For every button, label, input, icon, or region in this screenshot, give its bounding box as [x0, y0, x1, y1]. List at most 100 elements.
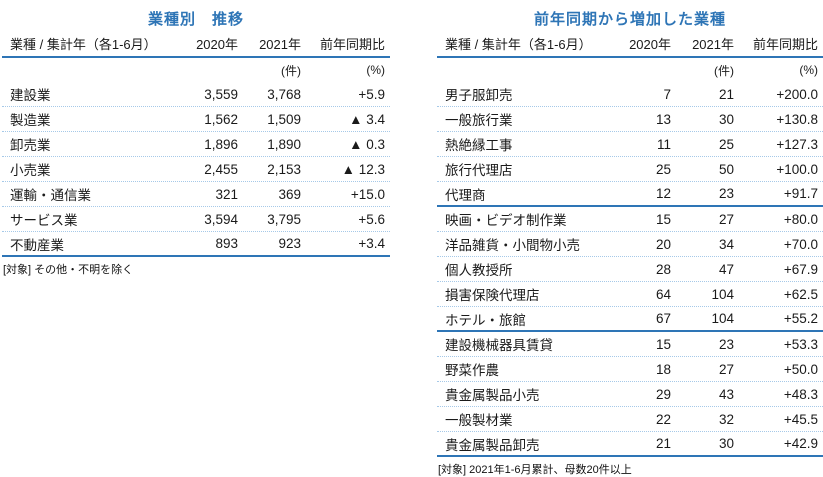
cell-2020: 321 — [215, 186, 238, 202]
cell-industry: 代理商 — [445, 187, 486, 203]
cell-2021: 923 — [278, 236, 301, 251]
cell-yoy: +130.8 — [776, 111, 818, 127]
cell-yoy: +5.6 — [358, 211, 385, 227]
header-industry-label: 業種 / 集計年（各1-6月） — [445, 36, 592, 52]
cell-industry: 洋品雑貨・小間物小売 — [445, 238, 580, 253]
cell-industry: 運輸・通信業 — [10, 188, 91, 203]
cell-2021: 3,795 — [267, 211, 301, 227]
cell-2020: 3,559 — [204, 86, 238, 102]
cell-industry: 熱絶縁工事 — [445, 138, 513, 153]
table-row: 野菜作農 18 27 +50.0 — [437, 357, 823, 382]
header-2021: 2021年 — [692, 36, 734, 52]
cell-2021: 104 — [711, 286, 734, 302]
cell-industry: 個人教授所 — [445, 263, 513, 278]
table-row: 男子服卸売 7 21 +200.0 — [437, 82, 823, 107]
table-footnote: [対象] その他・不明を除く — [3, 264, 134, 276]
table-row: 貴金属製品卸売 21 30 +42.9 — [437, 432, 823, 457]
cell-yoy: +91.7 — [783, 186, 818, 201]
cell-yoy: +50.0 — [783, 361, 818, 377]
cell-2020: 15 — [655, 336, 671, 352]
cell-2021: 50 — [718, 161, 734, 177]
cell-industry: 貴金属製品卸売 — [445, 437, 540, 453]
cell-yoy: +67.9 — [783, 261, 818, 277]
cell-yoy: ▲ 3.4 — [349, 111, 385, 127]
cell-2021: 369 — [278, 186, 301, 202]
cell-2020: 2,455 — [204, 161, 238, 177]
cell-2021: 2,153 — [267, 161, 301, 177]
cell-2020: 64 — [655, 286, 671, 302]
cell-industry: 一般旅行業 — [445, 113, 513, 128]
cell-yoy: +70.0 — [783, 236, 818, 252]
cell-2021: 23 — [718, 186, 734, 201]
cell-yoy: +62.5 — [783, 286, 818, 302]
table-row: 建設業 3,559 3,768 +5.9 — [2, 82, 390, 107]
table-title: 業種別 推移 — [147, 11, 244, 28]
cell-2020: 20 — [655, 236, 671, 252]
cell-2020: 28 — [655, 261, 671, 277]
table-units-row: (件) (%) — [2, 58, 390, 82]
table-row: 一般製材業 22 32 +45.5 — [437, 407, 823, 432]
cell-yoy: +15.0 — [350, 186, 385, 202]
cell-2020: 18 — [655, 361, 671, 377]
cell-2021: 104 — [711, 311, 734, 326]
cell-yoy: +48.3 — [783, 386, 818, 402]
cell-2020: 12 — [655, 186, 671, 201]
unit-percent: (%) — [366, 63, 385, 77]
cell-2020: 67 — [655, 311, 671, 326]
table-title: 前年同期から増加した業種 — [533, 11, 726, 28]
table-row: 熱絶縁工事 11 25 +127.3 — [437, 132, 823, 157]
industry-trend-table: 業種別 推移 業種 / 集計年（各1-6月） 2020年 2021年 前年同期比… — [2, 0, 390, 277]
table-footnote: [対象] 2021年1-6月累計、母数20件以上 — [438, 464, 632, 476]
unit-percent: (%) — [799, 63, 818, 77]
cell-yoy: +55.2 — [783, 311, 818, 326]
table-row: 映画・ビデオ制作業 15 27 +80.0 — [437, 207, 823, 232]
cell-industry: 男子服卸売 — [445, 88, 513, 103]
table-row: 運輸・通信業 321 369 +15.0 — [2, 182, 390, 207]
cell-yoy: +127.3 — [776, 136, 818, 152]
cell-2021: 25 — [718, 136, 734, 152]
cell-industry: 製造業 — [10, 113, 51, 128]
cell-2021: 27 — [718, 361, 734, 377]
cell-industry: ホテル・旅館 — [445, 312, 526, 328]
cell-industry: 野菜作農 — [445, 363, 499, 378]
cell-2021: 1,509 — [267, 111, 301, 127]
table-units-row: (件) (%) — [437, 58, 823, 82]
cell-industry: 不動産業 — [10, 237, 64, 253]
cell-yoy: +42.9 — [783, 436, 818, 451]
table-header-row: 業種 / 集計年（各1-6月） 2020年 2021年 前年同期比 — [2, 30, 390, 58]
table-row: 卸売業 1,896 1,890 ▲ 0.3 — [2, 132, 390, 157]
cell-2020: 15 — [655, 211, 671, 227]
cell-yoy: +3.4 — [358, 236, 385, 251]
table-row: 不動産業 893 923 +3.4 — [2, 232, 390, 257]
table-row: 小売業 2,455 2,153 ▲ 12.3 — [2, 157, 390, 182]
header-2020: 2020年 — [196, 36, 238, 52]
table-row: 建設機械器具賃貸 15 23 +53.3 — [437, 332, 823, 357]
table-header-row: 業種 / 集計年（各1-6月） 2020年 2021年 前年同期比 — [437, 30, 823, 58]
table-row: 貴金属製品小売 29 43 +48.3 — [437, 382, 823, 407]
cell-yoy: +45.5 — [783, 411, 818, 427]
cell-2021: 32 — [718, 411, 734, 427]
cell-2021: 47 — [718, 261, 734, 277]
cell-2021: 43 — [718, 386, 734, 402]
cell-industry: 卸売業 — [10, 138, 51, 153]
cell-yoy: +5.9 — [358, 86, 385, 102]
cell-2021: 34 — [718, 236, 734, 252]
cell-industry: 建設機械器具賃貸 — [445, 338, 553, 353]
cell-industry: 損害保険代理店 — [445, 288, 540, 303]
cell-2020: 1,896 — [204, 136, 238, 152]
cell-2021: 30 — [718, 436, 734, 451]
cell-2020: 25 — [655, 161, 671, 177]
cell-industry: 一般製材業 — [445, 413, 513, 428]
cell-2020: 11 — [656, 136, 671, 152]
table-row: 一般旅行業 13 30 +130.8 — [437, 107, 823, 132]
cell-yoy: ▲ 12.3 — [341, 161, 385, 177]
table-row: 旅行代理店 25 50 +100.0 — [437, 157, 823, 182]
header-industry-label: 業種 / 集計年（各1-6月） — [10, 36, 157, 52]
cell-2021: 1,890 — [267, 136, 301, 152]
cell-2021: 3,768 — [267, 86, 301, 102]
header-2021: 2021年 — [259, 36, 301, 52]
cell-yoy: +200.0 — [776, 86, 818, 102]
cell-2020: 893 — [215, 236, 238, 251]
table-row: 個人教授所 28 47 +67.9 — [437, 257, 823, 282]
cell-2020: 7 — [663, 86, 671, 102]
